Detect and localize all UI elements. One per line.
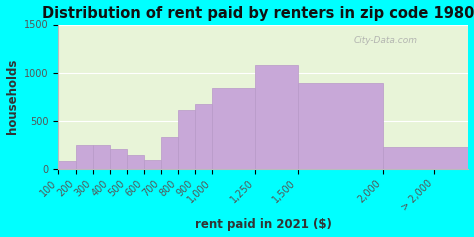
Bar [212,88,255,169]
Bar [383,166,468,169]
Text: City-Data.com: City-Data.com [354,36,418,45]
Bar [178,110,195,169]
Bar [383,147,468,169]
Y-axis label: households: households [6,59,18,134]
Bar [195,104,212,169]
Title: Distribution of rent paid by renters in zip code 19802: Distribution of rent paid by renters in … [42,5,474,21]
Bar [58,161,75,169]
Bar [109,149,127,169]
Bar [298,83,383,169]
Bar [75,145,92,169]
Bar [255,65,298,169]
Bar [161,137,178,169]
Bar [144,160,161,169]
Bar [127,155,144,169]
Bar [92,145,109,169]
X-axis label: rent paid in 2021 ($): rent paid in 2021 ($) [195,219,332,232]
